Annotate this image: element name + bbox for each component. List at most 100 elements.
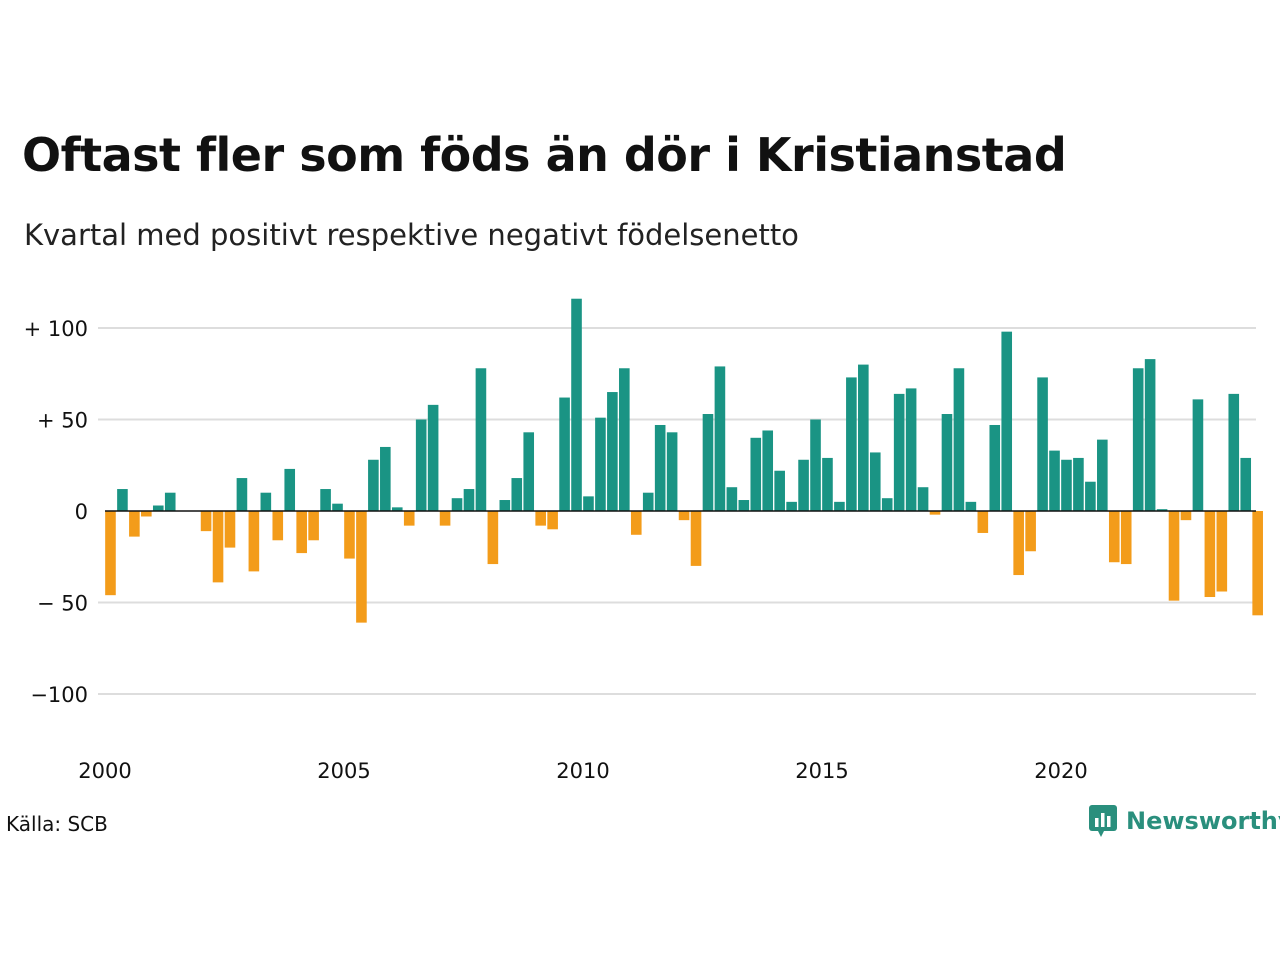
bar-2007-Q2 — [451, 498, 463, 511]
x-tick-label: 2015 — [795, 759, 848, 783]
bar-2018-Q3 — [989, 424, 1001, 511]
bar-2016-Q3 — [893, 393, 905, 511]
bar-2014-Q3 — [798, 459, 809, 511]
bar-2023-Q1 — [1204, 511, 1216, 598]
bar-2006-Q4 — [427, 404, 439, 511]
bar-2016-Q4 — [905, 388, 917, 511]
bar-2005-Q4 — [380, 446, 391, 511]
bar-2018-Q2 — [977, 511, 989, 533]
bar-2014-Q1 — [774, 470, 785, 511]
bar-2008-Q2 — [499, 500, 511, 511]
bar-2023-Q4 — [1240, 457, 1252, 511]
bar-2021-Q4 — [1144, 359, 1156, 511]
bar-2020-Q3 — [1085, 481, 1096, 511]
bar-2003-Q1 — [248, 511, 260, 572]
bar-2002-Q3 — [224, 511, 236, 548]
bar-2019-Q4 — [1049, 450, 1060, 511]
bar-2013-Q4 — [762, 430, 774, 511]
chart-title: Oftast fler som föds än dör i Kristianst… — [22, 128, 1067, 182]
bar-2019-Q3 — [1037, 377, 1048, 511]
bar-2011-Q3 — [654, 424, 666, 511]
bar-2010-Q1 — [583, 496, 594, 511]
bar-2015-Q1 — [822, 457, 833, 511]
bar-2014-Q4 — [810, 419, 821, 511]
bar-2017-Q2 — [929, 511, 941, 515]
bar-2021-Q2 — [1120, 511, 1132, 565]
bar-2005-Q3 — [368, 459, 379, 511]
bar-2012-Q1 — [678, 511, 690, 521]
bar-2004-Q3 — [320, 489, 331, 511]
bar-2013-Q3 — [750, 437, 762, 511]
bar-2012-Q4 — [714, 366, 726, 511]
bar-2007-Q1 — [439, 511, 451, 526]
bar-2019-Q2 — [1025, 511, 1036, 552]
bar-2007-Q4 — [475, 368, 487, 511]
bar-2018-Q4 — [1001, 331, 1013, 511]
bar-2004-Q4 — [332, 503, 343, 511]
bar-2017-Q3 — [941, 414, 953, 511]
bar-2009-Q2 — [547, 511, 558, 530]
bar-2003-Q2 — [260, 492, 272, 511]
bar-2007-Q3 — [463, 489, 475, 511]
bar-2005-Q1 — [344, 511, 355, 559]
brand-name: Newsworthy — [1126, 807, 1280, 835]
bar-2011-Q2 — [642, 492, 654, 511]
bar-2022-Q4 — [1192, 399, 1204, 511]
bar-chart: + 100 + 50 0 − 50 −100 2000 2005 2010 2015 2020 — [24, 298, 1263, 783]
x-tick-label: 2020 — [1034, 759, 1087, 783]
brand-logo: Newsworthy — [1088, 804, 1280, 838]
bar-2020-Q4 — [1097, 439, 1108, 511]
y-tick-label: + 50 — [37, 409, 88, 433]
bar-2014-Q2 — [786, 501, 797, 511]
bar-2013-Q1 — [726, 487, 738, 511]
bar-2013-Q2 — [738, 500, 750, 511]
bar-2008-Q3 — [511, 478, 523, 511]
bar-2021-Q1 — [1108, 511, 1120, 563]
bar-2010-Q3 — [607, 392, 618, 511]
bar-2000-Q4 — [141, 511, 152, 517]
y-tick-label: − 50 — [37, 592, 88, 616]
bar-2015-Q4 — [858, 364, 869, 511]
x-tick-label: 2000 — [78, 759, 131, 783]
bar-2015-Q2 — [834, 501, 845, 511]
bar-2002-Q4 — [236, 478, 248, 511]
bar-2003-Q4 — [284, 468, 296, 511]
bar-2010-Q4 — [619, 368, 630, 511]
bars — [105, 298, 1263, 623]
bar-2001-Q1 — [152, 505, 164, 511]
bar-2016-Q1 — [869, 452, 881, 511]
bar-2006-Q3 — [415, 419, 427, 511]
bar-2003-Q3 — [272, 511, 284, 541]
x-tick-label: 2010 — [556, 759, 609, 783]
y-tick-label: + 100 — [24, 317, 88, 341]
bar-2016-Q2 — [881, 498, 893, 511]
bar-2008-Q1 — [487, 511, 499, 565]
bar-2010-Q2 — [595, 417, 606, 511]
bar-2019-Q1 — [1013, 511, 1024, 576]
bar-2004-Q1 — [296, 511, 307, 554]
bar-2022-Q2 — [1168, 511, 1180, 601]
bar-2002-Q1 — [200, 511, 212, 532]
chart-subtitle: Kvartal med positivt respektive negativt… — [24, 218, 799, 252]
bar-2011-Q1 — [630, 511, 642, 535]
bar-2022-Q1 — [1156, 509, 1168, 511]
bar-2020-Q1 — [1061, 459, 1072, 511]
bar-2022-Q3 — [1180, 511, 1192, 521]
x-tick-label: 2005 — [317, 759, 370, 783]
gridlines — [98, 327, 1256, 695]
bar-2017-Q4 — [953, 368, 965, 511]
axes: + 100 + 50 0 − 50 −100 2000 2005 2010 2015 2020 — [24, 317, 1256, 783]
bar-2021-Q3 — [1132, 368, 1144, 511]
y-tick-label: −100 — [30, 683, 88, 707]
bar-2024-Q1 — [1252, 511, 1263, 616]
y-tick-label: 0 — [75, 500, 88, 524]
source-note: Källa: SCB — [6, 812, 108, 836]
bar-2011-Q4 — [666, 432, 678, 511]
bar-2012-Q3 — [702, 414, 714, 511]
bar-2023-Q2 — [1216, 511, 1228, 592]
bar-2018-Q1 — [965, 501, 977, 511]
bar-2009-Q4 — [571, 298, 582, 511]
bar-2017-Q1 — [917, 487, 929, 511]
bar-2008-Q4 — [523, 432, 535, 511]
bar-2006-Q1 — [391, 507, 403, 511]
